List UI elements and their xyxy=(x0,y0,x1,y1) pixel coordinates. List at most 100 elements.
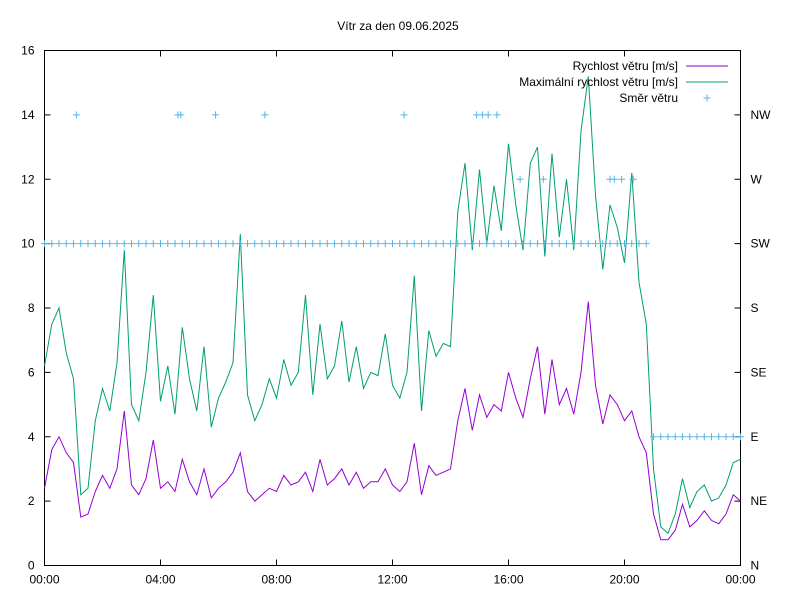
direction-point xyxy=(41,240,48,248)
direction-point xyxy=(570,240,578,248)
direction-point xyxy=(483,240,491,248)
direction-point xyxy=(236,240,244,248)
direction-point xyxy=(352,240,360,248)
x-tick-label: 12:00 xyxy=(377,573,407,587)
direction-point xyxy=(244,240,251,248)
direction-point xyxy=(381,240,389,248)
direction-point xyxy=(708,433,715,441)
direction-point xyxy=(331,240,338,248)
direction-point xyxy=(439,240,447,248)
direction-point xyxy=(207,240,215,248)
legend-label: Směr větru xyxy=(619,91,678,105)
direction-point xyxy=(700,433,708,441)
direction-point xyxy=(628,240,636,248)
direction-point xyxy=(294,240,302,248)
direction-point xyxy=(77,240,85,248)
direction-point xyxy=(497,240,505,248)
direction-point xyxy=(461,240,469,248)
y-tick-label: 12 xyxy=(21,172,35,186)
direction-point xyxy=(389,240,396,248)
direction-point xyxy=(222,240,230,248)
direction-point xyxy=(657,433,665,441)
direction-point xyxy=(425,240,433,248)
y2-tick-label: SE xyxy=(751,365,767,379)
legend-label: Maximální rychlost větru [m/s] xyxy=(519,75,678,89)
direction-point xyxy=(84,240,92,248)
direction-point xyxy=(193,240,201,248)
direction-point xyxy=(621,240,628,248)
direction-point xyxy=(679,433,686,441)
y-tick-label: 8 xyxy=(28,301,35,315)
direction-point xyxy=(539,175,547,183)
direction-point xyxy=(229,240,237,248)
y-tick-label: 14 xyxy=(21,108,35,122)
direction-point xyxy=(212,111,220,119)
direction-point xyxy=(345,240,353,248)
direction-point xyxy=(70,240,77,248)
direction-point xyxy=(686,433,694,441)
direction-point xyxy=(693,433,701,441)
direction-point xyxy=(722,433,730,441)
direction-point xyxy=(563,240,570,248)
direction-point xyxy=(280,240,288,248)
direction-point xyxy=(610,175,618,183)
direction-point xyxy=(400,111,408,119)
direction-point xyxy=(468,240,476,248)
x-tick-label: 08:00 xyxy=(261,573,291,587)
y2-tick-label: W xyxy=(751,172,763,186)
y-tick-label: 6 xyxy=(28,365,35,379)
direction-point xyxy=(519,240,527,248)
y2-tick-label: S xyxy=(751,301,759,315)
direction-point xyxy=(613,240,621,248)
legend: Rychlost větru [m/s] Maximální rychlost v… xyxy=(519,59,728,105)
y-tick-label: 4 xyxy=(28,430,35,444)
direction-point xyxy=(113,240,121,248)
direction-point xyxy=(629,175,637,183)
plot-area xyxy=(41,76,744,541)
y2-tick-label: NW xyxy=(751,108,772,122)
direction-point xyxy=(635,240,643,248)
direction-point xyxy=(251,240,259,248)
direction-point xyxy=(48,240,56,248)
series-line-max-wind-speed xyxy=(44,76,741,535)
direction-point xyxy=(671,433,679,441)
x-tick-label: 16:00 xyxy=(493,573,523,587)
x-tick-label: 00:00 xyxy=(725,573,755,587)
direction-point xyxy=(512,240,520,248)
direction-point xyxy=(432,240,440,248)
direction-point xyxy=(555,240,563,248)
direction-point xyxy=(737,433,744,441)
direction-point xyxy=(664,433,672,441)
x-tick-label: 20:00 xyxy=(609,573,639,587)
direction-point xyxy=(171,240,179,248)
direction-point xyxy=(338,240,346,248)
direction-point xyxy=(149,240,157,248)
direction-point xyxy=(729,433,737,441)
direction-point xyxy=(396,240,404,248)
legend-label: Rychlost větru [m/s] xyxy=(573,59,678,73)
direction-point xyxy=(715,433,723,441)
y-tick-label: 10 xyxy=(21,237,35,251)
direction-point xyxy=(584,240,592,248)
direction-point xyxy=(367,240,375,248)
direction-point xyxy=(577,240,585,248)
y2-tick-label: E xyxy=(751,430,759,444)
direction-point xyxy=(374,240,382,248)
direction-point xyxy=(200,240,208,248)
direction-point xyxy=(418,240,425,248)
direction-point xyxy=(403,240,411,248)
plot-frame xyxy=(44,50,741,566)
series-line-wind-speed xyxy=(44,301,741,541)
y-tick-label: 16 xyxy=(21,44,35,58)
direction-point xyxy=(360,240,367,248)
direction-point xyxy=(106,240,114,248)
direction-point xyxy=(120,240,128,248)
direction-point xyxy=(186,240,193,248)
direction-point xyxy=(642,240,650,248)
direction-point xyxy=(476,240,483,248)
direction-point xyxy=(265,240,273,248)
direction-point xyxy=(493,111,501,119)
direction-point xyxy=(164,240,172,248)
direction-point xyxy=(178,240,186,248)
